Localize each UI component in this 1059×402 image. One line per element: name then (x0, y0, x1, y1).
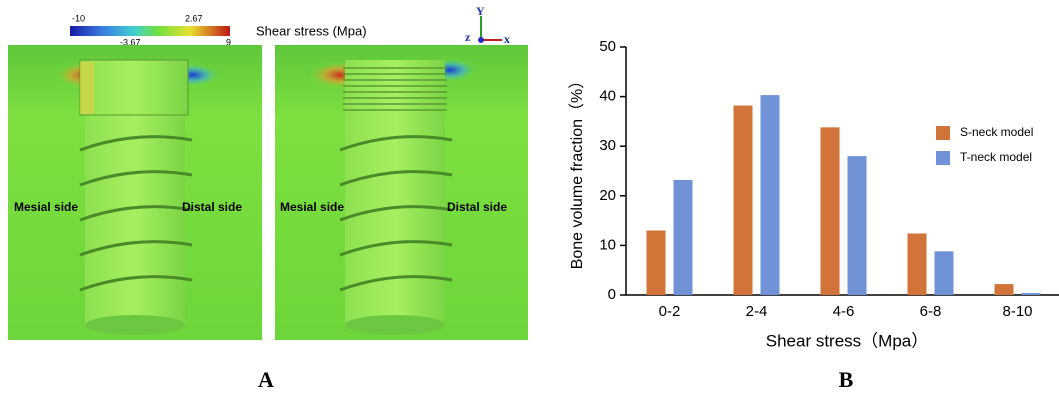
fea-image-left (8, 45, 262, 340)
colorbar-label: 2.67 (185, 13, 203, 23)
side-label: Distal side (447, 200, 507, 214)
bar (761, 95, 780, 295)
legend-swatch (936, 151, 950, 165)
y-tick-label: 30 (599, 137, 616, 154)
panel-label: A (258, 367, 274, 392)
y-tick-label: 40 (599, 88, 616, 105)
bar (647, 231, 666, 295)
bar (674, 180, 693, 295)
figure: -10 2.67 -3.67 9 Shear stress (Mpa) Y z … (0, 0, 1059, 397)
bar (995, 284, 1014, 295)
legend-swatch (936, 126, 950, 140)
bar (935, 251, 954, 295)
side-label: Distal side (182, 200, 242, 214)
bar (848, 156, 867, 295)
axis-label: x (504, 32, 510, 46)
legend-label: T-neck model (960, 150, 1032, 164)
y-tick-label: 50 (599, 38, 616, 55)
colorbar (70, 26, 230, 36)
y-tick-label: 10 (599, 236, 616, 253)
x-tick-label: 4-6 (833, 303, 855, 320)
legend-label: S-neck model (960, 125, 1033, 139)
bar (908, 233, 927, 295)
axis-label: Y (476, 4, 485, 18)
x-axis-title: Shear stress（Mpa） (766, 331, 929, 350)
colorbar-label: -10 (72, 13, 85, 23)
x-tick-label: 0-2 (659, 303, 681, 320)
x-tick-label: 6-8 (920, 303, 942, 320)
panel-label: B (839, 367, 854, 392)
side-label: Mesial side (280, 200, 344, 214)
x-tick-label: 8-10 (1002, 303, 1032, 320)
fea-image-right (275, 45, 528, 340)
y-tick-label: 20 (599, 187, 616, 204)
bar (821, 127, 840, 295)
x-tick-label: 2-4 (746, 303, 768, 320)
side-label: Mesial side (14, 200, 78, 214)
axes-icon (478, 16, 502, 43)
y-axis-title: Bone volume fraction（%） (568, 73, 586, 270)
y-tick-label: 0 (608, 286, 616, 303)
bar (1022, 293, 1041, 295)
colorbar-title: Shear stress (Mpa) (256, 23, 367, 38)
axis-label: z (465, 30, 471, 44)
bar (734, 106, 753, 295)
